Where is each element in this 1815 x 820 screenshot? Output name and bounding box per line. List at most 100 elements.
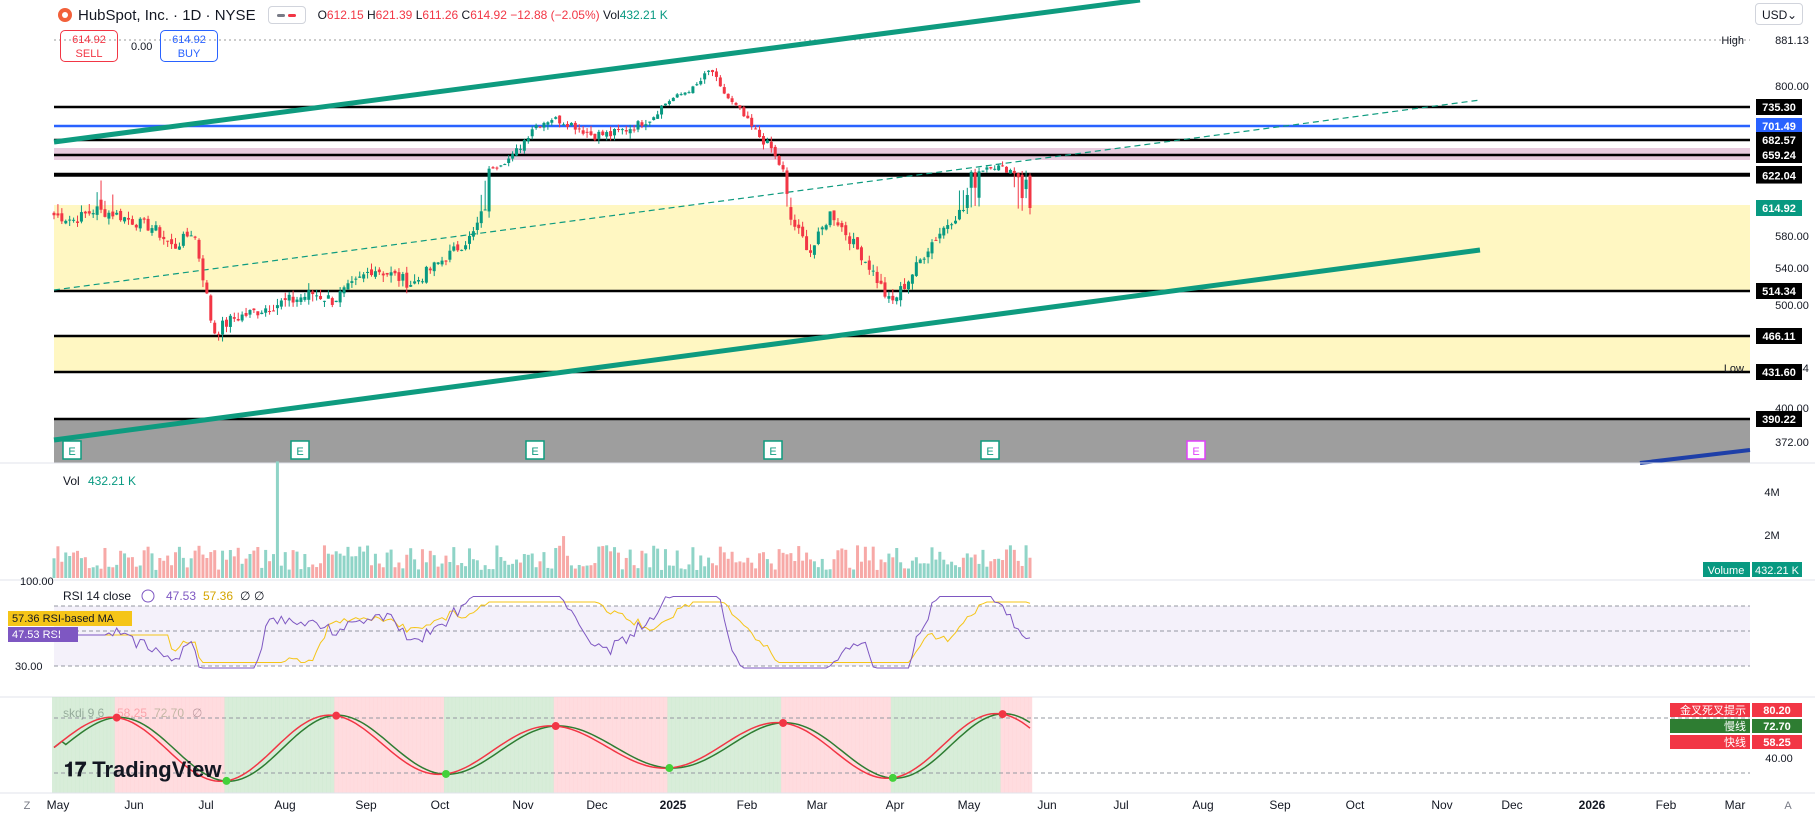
skdj-zone <box>961 697 966 793</box>
candle-body <box>338 291 342 303</box>
skdj-zone <box>565 697 570 793</box>
volume-bar <box>640 550 644 578</box>
candle-body <box>326 295 330 299</box>
candle-body <box>761 136 765 145</box>
skdj-zone <box>683 697 688 793</box>
skdj-zone <box>451 697 457 793</box>
candle-body <box>989 167 993 169</box>
candle-body <box>973 172 977 188</box>
rsi-badge-bg <box>8 627 78 642</box>
buy-button[interactable]: 614.92 BUY <box>160 30 218 62</box>
skdj-cross-dot <box>888 773 897 782</box>
candle-body <box>542 122 546 128</box>
volume-bar <box>170 565 174 578</box>
skdj-zone <box>596 697 602 793</box>
price-level-label: 735.30 <box>1762 102 1796 114</box>
sell-button[interactable]: 614.92 SELL <box>60 30 118 62</box>
volume-bar <box>68 556 72 578</box>
candle-body <box>397 272 401 281</box>
skdj-zone <box>443 697 449 793</box>
candle-body <box>895 297 899 302</box>
volume-bar <box>303 554 307 578</box>
skdj-zone <box>804 697 809 793</box>
candle-body <box>209 295 213 321</box>
volume-bar <box>895 547 899 578</box>
earnings-marker-label: E <box>986 446 993 458</box>
skdj-zone <box>992 697 997 793</box>
candle-body <box>714 71 718 77</box>
candle-body <box>789 207 793 220</box>
volume-bar <box>405 554 409 578</box>
skdj-zone <box>757 697 762 793</box>
volume-bar <box>569 565 573 578</box>
candle-body <box>859 247 863 261</box>
candle-body <box>926 251 930 258</box>
skdj-zone <box>690 697 696 793</box>
candle-body <box>330 298 334 305</box>
skdj-zone <box>287 697 292 793</box>
candle-body <box>236 318 240 321</box>
skdj-zone <box>761 697 766 793</box>
volume-bar <box>60 561 64 578</box>
symbol-title[interactable]: HubSpot, Inc. · 1D · NYSE <box>78 6 256 24</box>
skdj-zone <box>455 697 460 793</box>
skdj-zone <box>737 697 743 793</box>
volume-bar <box>781 552 785 578</box>
skdj-zone <box>408 697 413 793</box>
skdj-zone <box>835 697 841 793</box>
candle-body <box>409 285 413 287</box>
volume-bar <box>181 557 185 578</box>
skdj-zone <box>193 697 198 793</box>
candle-body <box>189 235 193 237</box>
time-axis-tick: Jul <box>1113 798 1128 812</box>
candle-body <box>518 148 522 150</box>
symbol-header[interactable]: HubSpot, Inc. · 1D · NYSE O612.15 H621.3… <box>58 5 668 25</box>
candle-body <box>79 212 83 222</box>
candle-body <box>95 206 99 215</box>
skdj-zone <box>165 697 170 793</box>
time-axis-tick: Nov <box>1431 798 1452 812</box>
candle-body <box>918 259 922 264</box>
volume-bar <box>236 547 240 578</box>
volume-bar <box>648 567 652 578</box>
candle-body <box>413 281 417 284</box>
skdj-zone <box>585 697 590 793</box>
skdj-zone <box>679 697 684 793</box>
tradingview-watermark: 𝟏𝟕 TradingView <box>64 757 222 782</box>
volume-bar <box>711 563 715 578</box>
volume-bar <box>401 568 405 578</box>
skdj-zone <box>177 697 182 793</box>
candle-body <box>546 122 550 125</box>
skdj-zone <box>702 697 707 793</box>
skdj-zone <box>890 697 896 793</box>
volume-axis-tick: 2M <box>1764 530 1779 542</box>
volume-value-badge-bg <box>1752 562 1802 577</box>
volume-bar <box>260 567 264 578</box>
volume-bar <box>279 565 283 578</box>
candle-body <box>632 129 636 131</box>
skdj-zone <box>1000 697 1005 793</box>
volume-bar <box>350 556 354 578</box>
skdj-zone <box>918 697 923 793</box>
skdj-zone <box>526 697 531 793</box>
skdj-cross-dot <box>222 776 231 785</box>
skdj-zone <box>734 697 739 793</box>
earnings-marker-icon <box>980 440 1000 460</box>
candle-body <box>993 168 997 170</box>
volume-bar <box>87 568 91 578</box>
candle-body <box>428 268 432 271</box>
skdj-zone <box>314 697 319 793</box>
volume-bar <box>542 552 546 578</box>
skdj-zone <box>781 697 786 793</box>
candle-body <box>526 138 530 142</box>
skdj-value-badge: 72.70 <box>1763 721 1791 733</box>
candle-body <box>448 250 452 260</box>
time-axis-tick: Oct <box>1346 798 1365 812</box>
candle-body <box>601 131 605 136</box>
volume-bar <box>515 559 519 578</box>
currency-select[interactable]: USD ⌄ <box>1755 3 1803 25</box>
volume-bar <box>491 569 495 578</box>
time-axis-tick: Feb <box>1656 798 1677 812</box>
chart-type-toggle[interactable] <box>267 6 306 24</box>
